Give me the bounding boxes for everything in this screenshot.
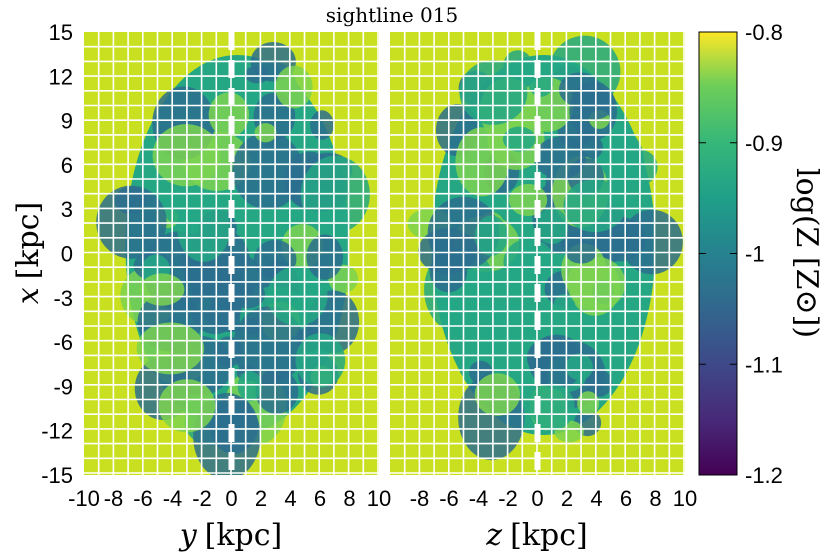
grid-right xyxy=(390,32,685,475)
colorbar-ticks: -0.8 -0.9 -1 -1.1 -1.2 xyxy=(699,20,783,488)
x-axis-unit-right: [kpc] xyxy=(510,518,588,553)
x-tick-label: -8 xyxy=(104,486,124,511)
colorbar-tick-label: -1.2 xyxy=(745,463,783,488)
field-blob xyxy=(577,391,600,416)
field-blob xyxy=(310,110,334,140)
y-axis-var: x xyxy=(11,287,46,304)
x-tick-label: 6 xyxy=(314,486,326,511)
field-blob xyxy=(232,132,304,210)
field-blob xyxy=(254,123,277,143)
x-tick-label: -10 xyxy=(68,486,100,511)
x-axis-unit-left: [kpc] xyxy=(205,518,283,553)
chart-title: sightline 015 xyxy=(326,3,458,27)
y-tick-label: 15 xyxy=(49,20,73,45)
y-tick-label: -3 xyxy=(53,286,73,311)
y-axis-unit: [kpc] xyxy=(11,202,46,280)
field-blob xyxy=(534,136,587,180)
x-tick-label: -2 xyxy=(192,486,212,511)
y-tick-label: -12 xyxy=(41,419,73,444)
field-blob xyxy=(585,369,613,398)
x-tick-label: 2 xyxy=(561,486,573,511)
x-tick-label: 4 xyxy=(284,486,296,511)
field-blob xyxy=(96,185,167,259)
x-tick-label: 10 xyxy=(673,486,697,511)
field-blob xyxy=(626,150,658,185)
x-axis-var-left: y xyxy=(178,518,198,553)
x-tick-label: 4 xyxy=(590,486,602,511)
x-tick-label: -8 xyxy=(410,486,430,511)
field-blob xyxy=(502,126,536,152)
field-blob xyxy=(255,369,299,415)
colorbar-tick-label: -1 xyxy=(745,242,765,267)
x-tick-label: 8 xyxy=(343,486,355,511)
colorbar-tick-label: -0.8 xyxy=(745,20,783,45)
x-tick-label: -2 xyxy=(498,486,518,511)
field-blob xyxy=(565,353,593,381)
x-tick-label: -4 xyxy=(469,486,489,511)
field-blob xyxy=(528,69,554,97)
x-tick-label: 10 xyxy=(367,486,391,511)
x-axis-var-right: z xyxy=(485,518,502,553)
field-blob xyxy=(509,183,548,217)
colorbar-tick-label: -1.1 xyxy=(745,352,783,377)
x-tick-label: -4 xyxy=(163,486,183,511)
x-tick-label: 0 xyxy=(531,486,543,511)
field-blob xyxy=(237,370,262,402)
field-blob xyxy=(139,273,185,306)
x-tick-labels-left: -10 -8 -6 -4 -2 0 2 4 6 8 10 xyxy=(68,486,391,511)
field-blob xyxy=(295,333,346,388)
field-blob xyxy=(554,294,575,312)
y-tick-label: -9 xyxy=(53,374,73,399)
x-tick-label: -6 xyxy=(439,486,459,511)
field-blob xyxy=(474,373,520,416)
y-tick-label: 12 xyxy=(49,64,73,89)
colorbar: -0.8 -0.9 -1 -1.1 -1.2 log(Z [Z⊙]) xyxy=(698,20,824,488)
colorbar-label: log(Z [Z⊙]) xyxy=(789,168,824,338)
heatmap-panel-left xyxy=(84,32,379,475)
colorbar-tick-label: -0.9 xyxy=(745,131,783,156)
field-blob xyxy=(230,280,265,309)
field-blob xyxy=(563,179,627,233)
y-tick-label: -6 xyxy=(53,330,73,355)
field-blob xyxy=(208,92,250,137)
grid-left xyxy=(84,32,379,475)
heatmap-panel-right xyxy=(390,32,685,475)
field-blob xyxy=(574,88,615,120)
y-tick-label: 3 xyxy=(61,197,73,222)
x-tick-label: -6 xyxy=(133,486,153,511)
field-blob xyxy=(306,234,344,280)
x-axis-label-right: z [kpc] xyxy=(485,518,587,553)
y-tick-label: -15 xyxy=(41,463,73,488)
field-blob xyxy=(275,65,313,109)
x-tick-label: 6 xyxy=(620,486,632,511)
field-blob xyxy=(474,215,509,256)
field-blob xyxy=(503,238,555,285)
x-tick-label: 2 xyxy=(255,486,267,511)
field-blob xyxy=(136,322,205,375)
x-tick-labels-right: -8 -6 -4 -2 0 2 4 6 8 10 xyxy=(410,486,698,511)
field-blob xyxy=(620,209,683,275)
x-tick-label: 8 xyxy=(649,486,661,511)
x-tick-label: 0 xyxy=(225,486,237,511)
y-tick-label: 0 xyxy=(61,242,73,267)
y-tick-label: 9 xyxy=(61,109,73,134)
field-blob xyxy=(476,320,514,358)
y-tick-label: 6 xyxy=(61,153,73,178)
x-axis-label-left: y [kpc] xyxy=(178,518,283,553)
y-tick-labels: 15 12 9 6 3 0 -3 -6 -9 -12 -15 xyxy=(41,20,73,488)
y-axis-label: x [kpc] xyxy=(11,202,46,305)
field-blob xyxy=(492,300,525,326)
